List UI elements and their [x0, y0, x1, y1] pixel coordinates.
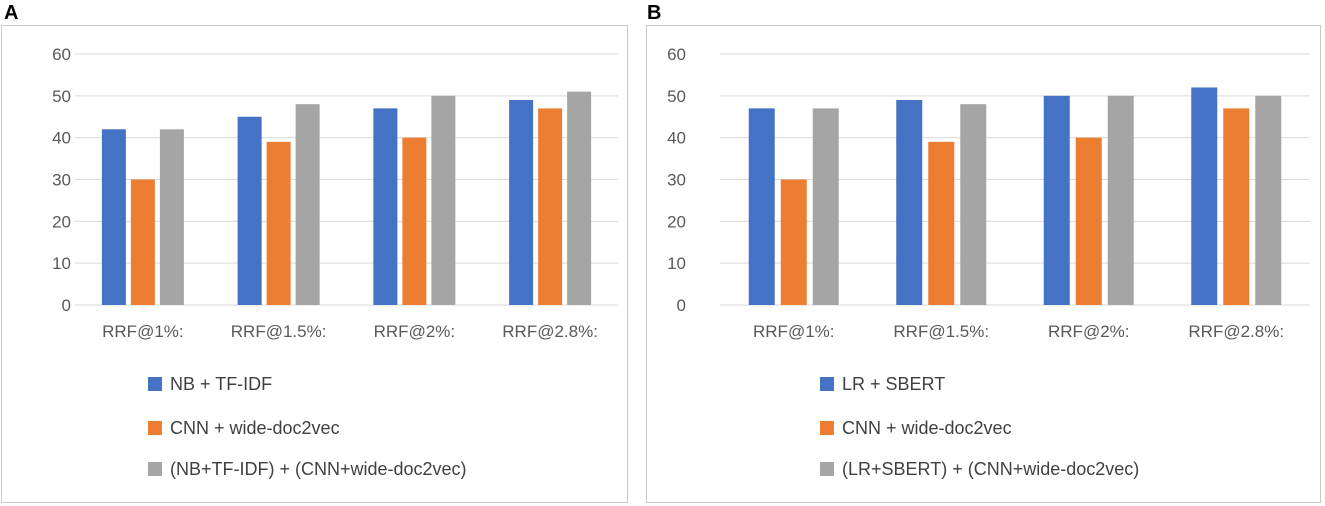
bar — [295, 104, 320, 305]
y-tick-label: 0 — [677, 296, 686, 315]
legend-swatch — [148, 462, 162, 476]
bar — [1191, 87, 1218, 305]
legend-label: CNN + wide-doc2vec — [842, 418, 1012, 438]
legend-label: (LR+SBERT) + (CNN+wide-doc2vec) — [842, 459, 1139, 479]
bar — [896, 100, 923, 306]
bar — [1223, 108, 1250, 305]
bar — [237, 116, 262, 305]
y-tick-label: 30 — [667, 171, 686, 190]
y-tick-label: 20 — [667, 212, 686, 231]
legend-swatch — [148, 377, 162, 391]
x-tick-label: RRF@2.8%: — [1188, 322, 1284, 341]
y-tick-label: 50 — [52, 87, 71, 106]
x-tick-label: RRF@2%: — [374, 322, 456, 341]
bar — [431, 95, 456, 305]
y-tick-label: 10 — [52, 254, 71, 273]
legend-label: LR + SBERT — [842, 374, 945, 394]
bar — [928, 141, 955, 305]
legend-label: NB + TF-IDF — [170, 374, 272, 394]
bar — [402, 137, 427, 305]
bar — [159, 129, 184, 305]
x-tick-label: RRF@1.5%: — [893, 322, 989, 341]
y-tick-label: 0 — [62, 296, 71, 315]
legend-label: (NB+TF-IDF) + (CNN+wide-doc2vec) — [170, 459, 467, 479]
y-tick-label: 60 — [667, 45, 686, 64]
x-tick-label: RRF@1.5%: — [231, 322, 327, 341]
y-tick-label: 10 — [667, 254, 686, 273]
bar — [266, 141, 291, 305]
bar — [780, 179, 807, 305]
legend-swatch — [820, 377, 834, 391]
y-tick-label: 40 — [667, 129, 686, 148]
x-tick-label: RRF@1%: — [102, 322, 184, 341]
panel-label-b: B — [647, 2, 662, 24]
y-tick-label: 30 — [52, 171, 71, 190]
legend-swatch — [820, 421, 834, 435]
y-tick-label: 50 — [667, 87, 686, 106]
panel-label-a: A — [4, 2, 19, 24]
bar — [1107, 95, 1134, 305]
y-tick-label: 60 — [52, 45, 71, 64]
bar — [1043, 95, 1070, 305]
y-tick-label: 40 — [52, 129, 71, 148]
bar — [130, 179, 155, 305]
x-tick-label: RRF@2%: — [1048, 322, 1130, 341]
bar — [960, 104, 987, 305]
y-tick-label: 20 — [52, 212, 71, 231]
bar — [538, 108, 563, 305]
legend-label: CNN + wide-doc2vec — [170, 418, 340, 438]
bar — [748, 108, 775, 305]
x-tick-label: RRF@1%: — [753, 322, 835, 341]
bar — [101, 129, 126, 305]
x-tick-label: RRF@2.8%: — [502, 322, 598, 341]
bar — [373, 108, 398, 305]
legend-swatch — [820, 462, 834, 476]
bar — [1075, 137, 1102, 305]
bar — [509, 100, 534, 306]
legend-swatch — [148, 421, 162, 435]
bar — [567, 91, 592, 306]
bar — [1255, 95, 1282, 305]
bar — [812, 108, 839, 305]
